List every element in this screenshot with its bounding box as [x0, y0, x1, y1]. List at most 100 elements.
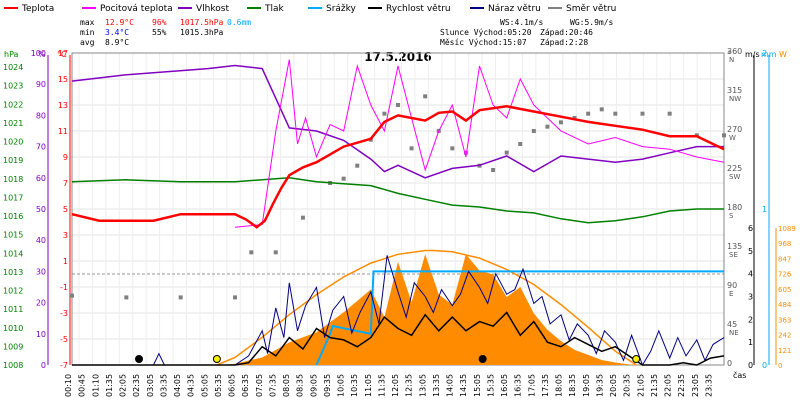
tick-label-dir: N	[729, 56, 734, 64]
wind-direction-point	[233, 295, 237, 300]
tick-label-c: 7	[63, 179, 68, 188]
tick-label-deg: 135	[727, 242, 742, 251]
tick-label-dir: NE	[729, 329, 739, 337]
tick-label-deg: 360	[727, 47, 742, 56]
x-tick-label: 21:35	[650, 374, 659, 397]
tick-label-ms: 5	[748, 247, 753, 256]
tick-label-dir: SW	[729, 173, 740, 181]
x-tick: 02:35	[132, 374, 141, 397]
right-axes: °360N315NW270W225SW180S135SE90E45NE0m/s6…	[727, 47, 796, 370]
stats-temp: 8.9°C	[105, 38, 129, 47]
x-tick: 12:05	[391, 374, 400, 397]
wind-direction-point	[423, 94, 428, 99]
stats-label: avg	[80, 38, 95, 47]
x-tick-label: 15:05	[473, 374, 482, 397]
feels-like-line	[234, 59, 725, 228]
x-tick-label: 19:05	[582, 374, 591, 397]
legend-item: Rychlost větru	[368, 4, 451, 14]
x-tick: 20:05	[609, 374, 618, 397]
x-tick: 17:35	[541, 374, 550, 397]
x-tick-label: 10:35	[350, 374, 359, 397]
stats-moonrise: Měsíc Východ:15:07	[440, 38, 527, 47]
x-tick: 07:05	[255, 374, 264, 397]
x-tick: 05:05	[200, 374, 209, 397]
moon-marker	[478, 355, 487, 363]
x-tick-label: 04:05	[173, 374, 182, 397]
wind-direction-point	[409, 146, 414, 151]
tick-label-w: 1089	[778, 225, 796, 233]
wind-direction-point	[572, 116, 577, 120]
x-tick: 23:35	[704, 374, 713, 397]
legend-label: Tlak	[264, 4, 285, 14]
tick-label-pct: 90	[36, 80, 46, 89]
x-tick-label: 09:05	[309, 374, 318, 397]
x-tick: 15:35	[486, 374, 495, 397]
legend-item: Pocitová teplota	[82, 4, 173, 14]
tick-label-hpa: 1018	[3, 175, 23, 184]
wind-direction-point	[355, 163, 360, 168]
x-tick-label: 17:05	[527, 374, 536, 397]
x-tick-label: 21:05	[636, 374, 645, 397]
stats-moonset: Západ:2:28	[540, 38, 588, 47]
tick-label-dir: W	[729, 134, 736, 142]
tick-label-deg: 315	[727, 86, 742, 95]
tick-label-pct: 100	[31, 49, 46, 58]
x-tick-label: 10:05	[337, 374, 346, 397]
tick-label-pct: 10	[36, 330, 46, 339]
wind-direction-point	[463, 150, 468, 155]
tick-label-w: 121	[778, 347, 791, 355]
rain-line	[315, 270, 724, 366]
wind-direction-point	[249, 250, 254, 255]
legend-label: Vlhkost	[196, 4, 229, 14]
tick-label-hpa: 1019	[3, 156, 23, 165]
sun-marker	[632, 355, 641, 363]
x-tick: 00:10	[64, 374, 73, 397]
tick-label-c: -1	[60, 283, 68, 292]
wind-direction-point	[70, 293, 74, 298]
tick-label-c: 13	[58, 101, 68, 110]
axis-title-hpa: hPa	[4, 50, 19, 59]
x-tick-label: 07:05	[255, 374, 264, 397]
tick-label-hpa: 1022	[3, 100, 23, 109]
tick-label-dir: NW	[729, 95, 741, 103]
temperature-line	[71, 105, 725, 229]
moon-marker	[135, 355, 144, 363]
legend-label: Pocitová teplota	[100, 4, 173, 14]
tick-label-hpa: 1009	[3, 342, 23, 351]
tick-label-deg: 0	[727, 359, 732, 368]
x-tick-label: 06:05	[228, 374, 237, 397]
tick-label-ms: 4	[748, 270, 753, 279]
pressure-line	[71, 177, 724, 224]
tick-label-c: -3	[60, 309, 68, 318]
wind-direction-point	[300, 215, 305, 220]
x-tick: 21:35	[650, 374, 659, 397]
tick-label-dir: SE	[729, 251, 738, 259]
sun-marker	[212, 355, 221, 363]
x-tick-label: 13:35	[432, 374, 441, 397]
x-tick: 06:05	[228, 374, 237, 397]
axis-title-w: W	[779, 50, 787, 59]
legend-label: Rychlost větru	[386, 4, 451, 14]
tick-label-hpa: 1013	[3, 268, 23, 277]
wind-direction-point	[396, 103, 400, 107]
x-tick-label: 02:05	[119, 374, 128, 397]
wind-direction-point	[559, 120, 563, 125]
tick-label-c: 3	[63, 231, 68, 240]
tick-label-c: -5	[60, 335, 68, 344]
tick-label-c: 9	[63, 153, 68, 162]
wind-direction-point	[491, 168, 496, 172]
x-tick: 17:05	[527, 374, 536, 397]
x-tick-label: 12:35	[405, 374, 414, 397]
tick-label-deg: 180	[727, 203, 742, 212]
tick-label-hpa: 1010	[3, 324, 23, 333]
x-tick-label: 20:35	[623, 374, 632, 397]
stats-pressure: 1015.3hPa	[180, 28, 224, 37]
left-axes: hPa1024102310221021102010191018101710161…	[3, 49, 71, 370]
x-tick: 13:35	[432, 374, 441, 397]
tick-label-ms: 0	[748, 361, 753, 370]
x-tick-label: 00:45	[78, 374, 87, 397]
tick-label-ms: 6	[748, 224, 753, 233]
axis-title-c: °C	[57, 50, 67, 59]
x-tick-label: 08:35	[296, 374, 305, 397]
